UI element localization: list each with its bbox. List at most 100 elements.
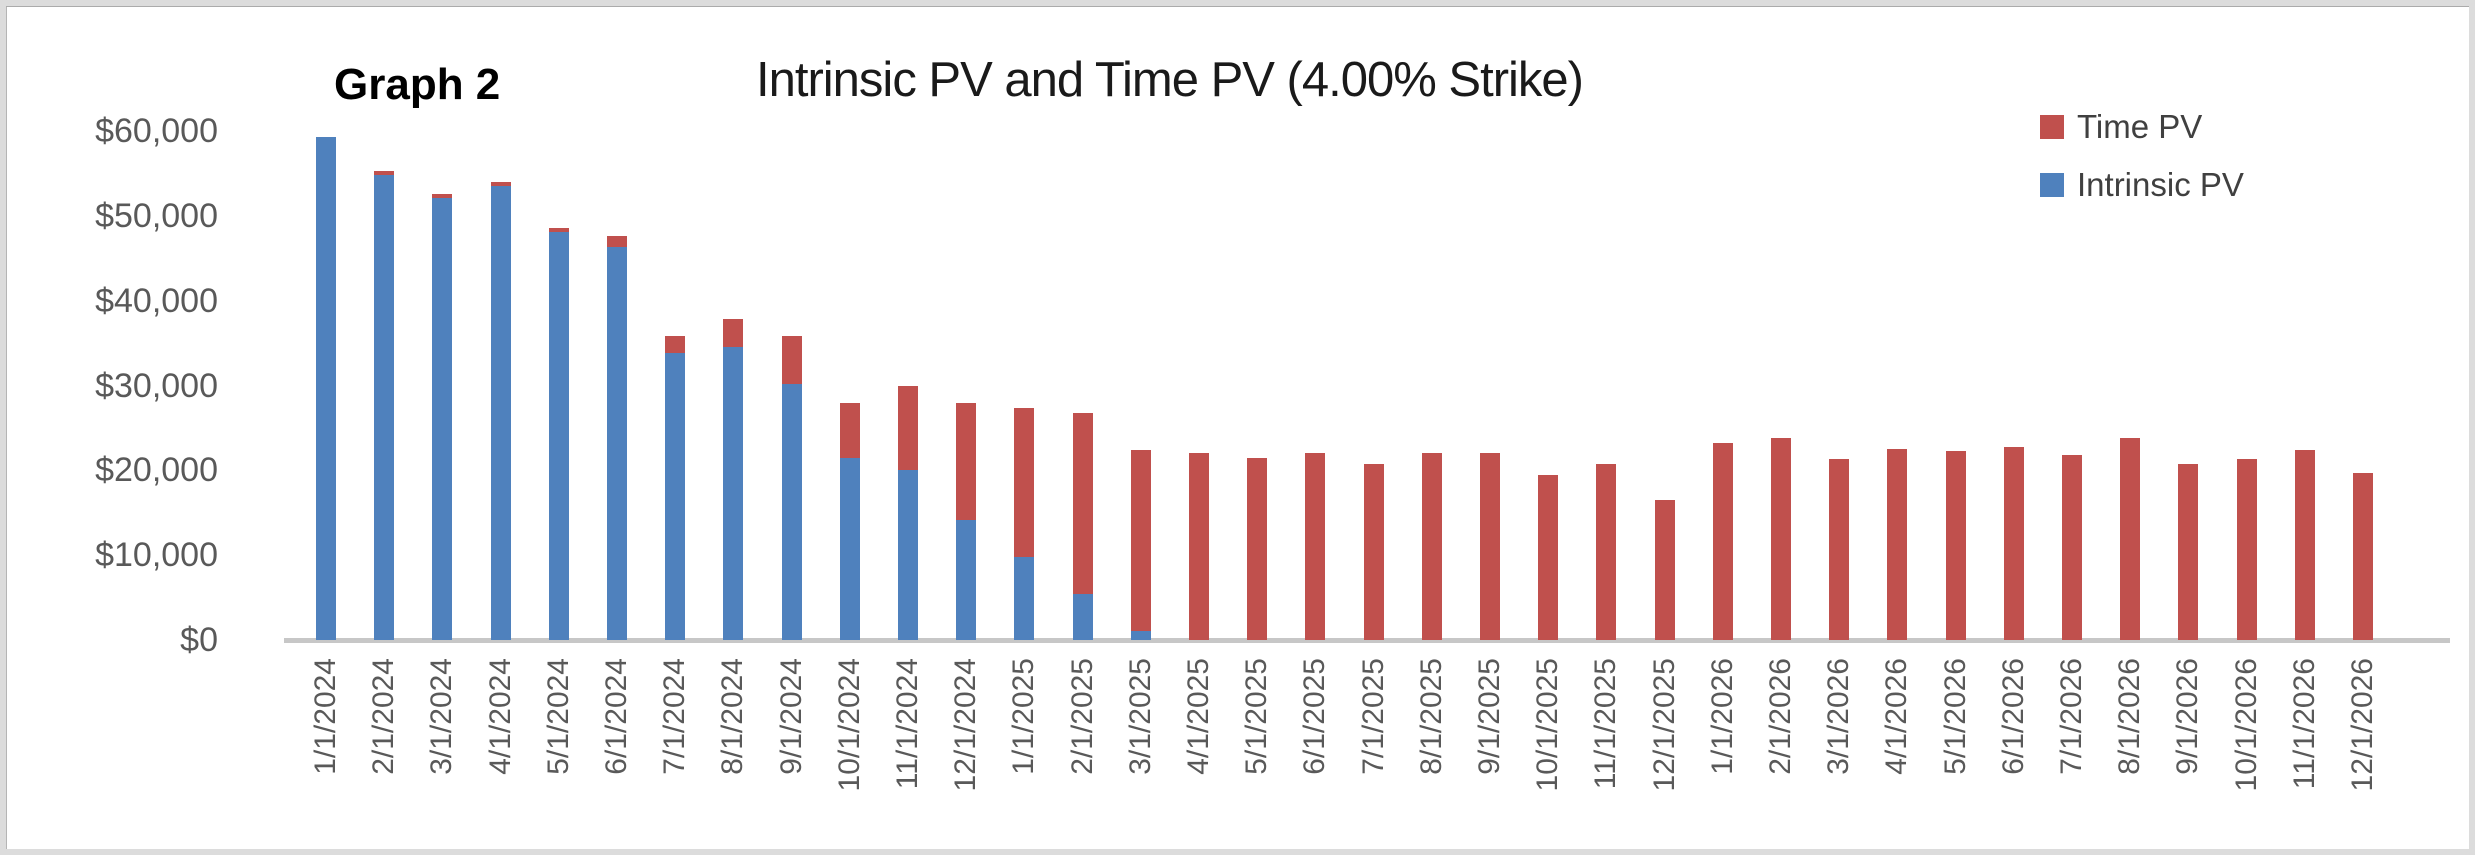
bar-intrinsic-pv-segment: [839, 457, 860, 640]
x-axis-line: [284, 638, 2450, 643]
legend-item-intrinsic-pv: Intrinsic PV: [2040, 166, 2244, 203]
x-axis-label: 2/1/2025: [1065, 658, 1099, 775]
graph-label: Graph 2: [334, 60, 501, 109]
bar-time-pv-segment: [1363, 463, 1384, 640]
bar-time-pv-segment: [781, 335, 802, 384]
x-axis-label: 1/1/2026: [1705, 658, 1739, 775]
bar-time-pv-segment: [2003, 446, 2024, 640]
bar-intrinsic-pv-segment: [956, 520, 977, 640]
bar-time-pv-segment: [1829, 459, 1850, 640]
bar-intrinsic-pv-segment: [316, 137, 336, 640]
y-axis-tick-label: $50,000: [95, 197, 218, 235]
bar-time-pv-segment: [1887, 449, 1908, 640]
bar-time-pv-segment: [1421, 453, 1442, 640]
x-axis-label: 7/1/2025: [1356, 658, 1390, 775]
x-axis-label: 2/1/2024: [367, 658, 401, 775]
x-axis-label: 9/1/2026: [2171, 658, 2205, 775]
x-axis-label: 5/1/2025: [1240, 658, 1274, 775]
bar-time-pv-segment: [2062, 455, 2082, 640]
time-pv-swatch-icon: [2040, 115, 2064, 139]
bar-intrinsic-pv-segment: [374, 175, 395, 640]
x-axis-label: 12/1/2025: [1647, 658, 1681, 792]
bar-time-pv-segment: [1014, 407, 1035, 557]
x-axis-label: 11/1/2025: [1589, 658, 1623, 790]
x-axis-label: 12/1/2024: [949, 658, 983, 792]
bar-time-pv-segment: [1538, 475, 1559, 640]
bar-time-pv-segment: [374, 171, 395, 176]
bar-time-pv-segment: [839, 402, 860, 458]
bar-time-pv-segment: [665, 336, 686, 353]
bar-intrinsic-pv-segment: [723, 346, 744, 640]
bar-intrinsic-pv-segment: [781, 383, 802, 640]
y-axis-tick-label: $20,000: [95, 451, 218, 490]
chart-title: Intrinsic PV and Time PV (4.00% Strike): [756, 53, 1584, 107]
x-axis-label: 8/1/2025: [1414, 658, 1448, 775]
bar-time-pv-segment: [1596, 463, 1617, 640]
bar-time-pv-segment: [2294, 450, 2315, 640]
legend-item-time-pv: Time PV: [2040, 108, 2244, 145]
bar-time-pv-segment: [1712, 443, 1733, 640]
x-axis-label: 5/1/2026: [1938, 658, 1972, 775]
legend-label-intrinsic-pv: Intrinsic PV: [2077, 166, 2244, 203]
x-axis-label: 7/1/2026: [2055, 658, 2088, 775]
bar-time-pv-segment: [1945, 450, 1966, 640]
x-axis-label: 5/1/2024: [541, 658, 575, 775]
x-axis-label: 3/1/2025: [1123, 658, 1157, 775]
bar-time-pv-segment: [1480, 453, 1500, 640]
bar-time-pv-segment: [1305, 453, 1326, 640]
bar-intrinsic-pv-segment: [607, 246, 627, 640]
bar-intrinsic-pv-segment: [490, 186, 511, 640]
bar-intrinsic-pv-segment: [1072, 594, 1093, 640]
x-axis-label: 4/1/2025: [1182, 658, 1215, 775]
bar-time-pv-segment: [956, 403, 977, 521]
bar-intrinsic-pv-segment: [898, 470, 918, 640]
y-axis-tick-label: $40,000: [95, 281, 218, 320]
x-axis-label: 4/1/2026: [1880, 658, 1914, 775]
bar-time-pv-segment: [723, 318, 744, 347]
x-axis-label: 6/1/2025: [1298, 658, 1332, 775]
x-axis-label: 3/1/2026: [1822, 658, 1856, 775]
bar-time-pv-segment: [2353, 472, 2373, 640]
x-axis-label: 6/1/2024: [600, 658, 633, 775]
x-axis-label: 11/1/2026: [2287, 658, 2321, 790]
bar-time-pv-segment: [1072, 412, 1093, 595]
x-axis-label: 1/1/2025: [1007, 658, 1041, 775]
y-axis-tick-label: $30,000: [95, 366, 218, 405]
bar-time-pv-segment: [490, 182, 511, 187]
bar-intrinsic-pv-segment: [665, 352, 686, 640]
bar-time-pv-segment: [1654, 500, 1675, 640]
bar-intrinsic-pv-segment: [432, 198, 453, 640]
y-axis-tick-label: $10,000: [95, 536, 218, 575]
y-axis-tick-label: $60,000: [95, 112, 218, 151]
bar-intrinsic-pv-segment: [548, 232, 569, 640]
x-axis-label: 9/1/2025: [1473, 658, 1506, 775]
bar-time-pv-segment: [1130, 450, 1151, 631]
bar-time-pv-segment: [432, 193, 453, 199]
y-axis-tick-label: $0: [180, 621, 218, 659]
intrinsic-pv-swatch-icon: [2040, 173, 2064, 197]
bar-time-pv-segment: [607, 236, 627, 247]
x-axis-label: 6/1/2026: [1996, 658, 2030, 775]
x-axis-label: 12/1/2026: [2346, 658, 2379, 792]
bar-time-pv-segment: [2120, 438, 2141, 640]
bar-time-pv-segment: [548, 227, 569, 233]
bar-intrinsic-pv-segment: [1014, 556, 1035, 640]
bar-time-pv-segment: [1189, 453, 1209, 640]
x-axis-label: 10/1/2026: [2229, 658, 2263, 792]
x-axis-label: 8/1/2024: [716, 658, 750, 775]
bar-time-pv-segment: [1771, 438, 1791, 640]
x-axis-label: 8/1/2026: [2113, 658, 2147, 775]
legend-label-time-pv: Time PV: [2077, 108, 2203, 145]
bar-intrinsic-pv-segment: [1130, 630, 1151, 640]
x-axis-label: 2/1/2026: [1764, 658, 1797, 775]
x-axis-label: 3/1/2024: [425, 658, 459, 775]
x-axis-label: 11/1/2024: [891, 658, 924, 790]
x-axis-label: 10/1/2025: [1531, 658, 1565, 792]
bar-time-pv-segment: [1247, 457, 1268, 640]
x-axis-label: 9/1/2024: [774, 658, 808, 775]
x-axis-label: 10/1/2024: [832, 658, 866, 792]
x-axis-label: 7/1/2024: [658, 658, 692, 775]
bar-time-pv-segment: [898, 385, 918, 471]
bar-time-pv-segment: [2178, 463, 2199, 640]
